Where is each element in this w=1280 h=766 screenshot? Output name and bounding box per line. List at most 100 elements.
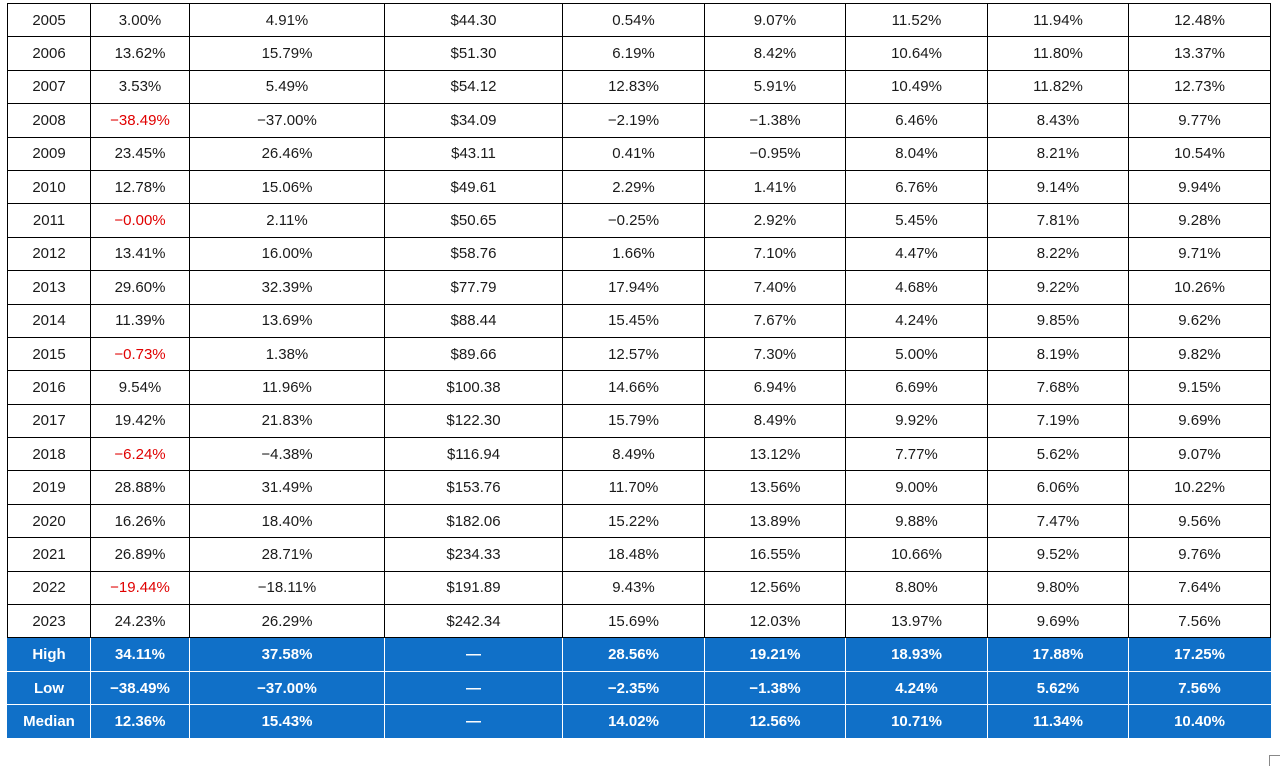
col7-cell: 8.21% [987,136,1129,171]
col6-cell: 7.77% [845,437,988,472]
year-cell: 2010 [7,169,91,205]
year-cell: 2008 [7,103,91,138]
col7-cell: 7.81% [987,203,1129,238]
col6-cell: 6.69% [845,370,988,405]
col4-cell: 9.43% [562,570,705,606]
summary-value: −2.35% [562,670,705,706]
col4-cell: 6.19% [562,36,705,71]
col6-cell: 4.68% [845,270,988,305]
col7-cell: 8.22% [987,236,1129,272]
col4-cell: 12.83% [562,69,705,105]
col1-cell: −38.49% [90,103,190,138]
summary-value: 34.11% [90,637,190,672]
year-cell: 2019 [7,470,91,505]
price-cell: $43.11 [384,136,563,171]
col6-cell: 6.76% [845,169,988,205]
col4-cell: 15.22% [562,503,705,539]
col7-cell: 9.80% [987,570,1129,606]
col1-cell: −0.00% [90,203,190,238]
col1-cell: 13.41% [90,236,190,272]
col5-cell: 7.30% [704,336,846,372]
summary-value: 18.93% [845,637,988,672]
col4-cell: 18.48% [562,537,705,572]
col2-cell: −18.11% [189,570,385,606]
col5-cell: 7.67% [704,303,846,338]
col2-cell: −4.38% [189,437,385,472]
table-row: 2008 −38.49% −37.00% $34.09 −2.19% −1.38% 6.46… [7,103,1271,138]
price-cell: $153.76 [384,470,563,505]
summary-value: −1.38% [704,670,846,706]
col7-cell: 7.68% [987,370,1129,405]
col1-cell: 29.60% [90,270,190,305]
col6-cell: 5.00% [845,336,988,372]
col7-cell: 7.47% [987,503,1129,539]
col5-cell: 9.07% [704,2,846,38]
table-row: 2014 11.39% 13.69% $88.44 15.45% 7.67% 4.24% 9.… [7,303,1271,338]
col8-cell: 10.26% [1128,270,1271,305]
price-cell: $77.79 [384,270,563,305]
table-row: 2010 12.78% 15.06% $49.61 2.29% 1.41% 6.76% 9.1… [7,169,1271,205]
col2-cell: 2.11% [189,203,385,238]
col8-cell: 9.82% [1128,336,1271,372]
year-cell: 2016 [7,370,91,405]
col8-cell: 9.56% [1128,503,1271,539]
table-row: 2013 29.60% 32.39% $77.79 17.94% 7.40% 4.68% 9.… [7,270,1271,305]
col4-cell: 0.54% [562,2,705,38]
price-cell: $34.09 [384,103,563,138]
summary-row: High 34.11% 37.58% —28.56% 19.21% 18.93% 17.88… [7,637,1271,672]
col8-cell: 7.64% [1128,570,1271,606]
col4-cell: 0.41% [562,136,705,171]
col6-cell: 9.00% [845,470,988,505]
col5-cell: 2.92% [704,203,846,238]
col6-cell: 6.46% [845,103,988,138]
price-cell: $122.30 [384,403,563,439]
summary-label: Median [7,704,91,739]
year-cell: 2017 [7,403,91,439]
summary-value: — [384,704,563,739]
col6-cell: 4.24% [845,303,988,338]
col1-cell: 24.23% [90,604,190,639]
col7-cell: 9.22% [987,270,1129,305]
col2-cell: 4.91% [189,2,385,38]
col1-cell: −0.73% [90,336,190,372]
price-cell: $50.65 [384,203,563,238]
col8-cell: 9.28% [1128,203,1271,238]
table-body: 2005 3.00% 4.91% $44.30 0.54% 9.07% 11.52% 11.9… [7,2,1271,739]
table-row: 2007 3.53% 5.49% $54.12 12.83% 5.91% 10.49% 11.… [7,69,1271,105]
col8-cell: 9.76% [1128,537,1271,572]
col8-cell: 9.69% [1128,403,1271,439]
col5-cell: 6.94% [704,370,846,405]
table-row: 2019 28.88% 31.49% $153.76 11.70% 13.56% 9.00%… [7,470,1271,505]
col2-cell: 31.49% [189,470,385,505]
col7-cell: 8.19% [987,336,1129,372]
year-cell: 2005 [7,2,91,38]
table-row: 2011 −0.00% 2.11% $50.65 −0.25% 2.92% 5.45% 7.8… [7,203,1271,238]
resize-corner[interactable] [1269,755,1280,766]
col6-cell: 5.45% [845,203,988,238]
col5-cell: −0.95% [704,136,846,171]
col6-cell: 10.49% [845,69,988,105]
summary-value: 37.58% [189,637,385,672]
col1-cell: 23.45% [90,136,190,171]
summary-row: Median 12.36% 15.43% —14.02% 12.56% 10.71% 11.… [7,704,1271,739]
year-cell: 2023 [7,604,91,639]
col8-cell: 9.94% [1128,169,1271,205]
col1-cell: 19.42% [90,403,190,439]
col1-cell: 16.26% [90,503,190,539]
col8-cell: 10.54% [1128,136,1271,171]
table-row: 2023 24.23% 26.29% $242.34 15.69% 12.03% 13.97… [7,604,1271,639]
col1-cell: 3.53% [90,69,190,105]
col5-cell: 5.91% [704,69,846,105]
col5-cell: 7.10% [704,236,846,272]
col7-cell: 8.43% [987,103,1129,138]
col5-cell: 12.03% [704,604,846,639]
col1-cell: 11.39% [90,303,190,338]
returns-table: 2005 3.00% 4.91% $44.30 0.54% 9.07% 11.52% 11.9… [7,2,1271,739]
summary-value: 15.43% [189,704,385,739]
col7-cell: 9.14% [987,169,1129,205]
col1-cell: 26.89% [90,537,190,572]
year-cell: 2011 [7,203,91,238]
col5-cell: 13.12% [704,437,846,472]
price-cell: $116.94 [384,437,563,472]
col8-cell: 9.15% [1128,370,1271,405]
